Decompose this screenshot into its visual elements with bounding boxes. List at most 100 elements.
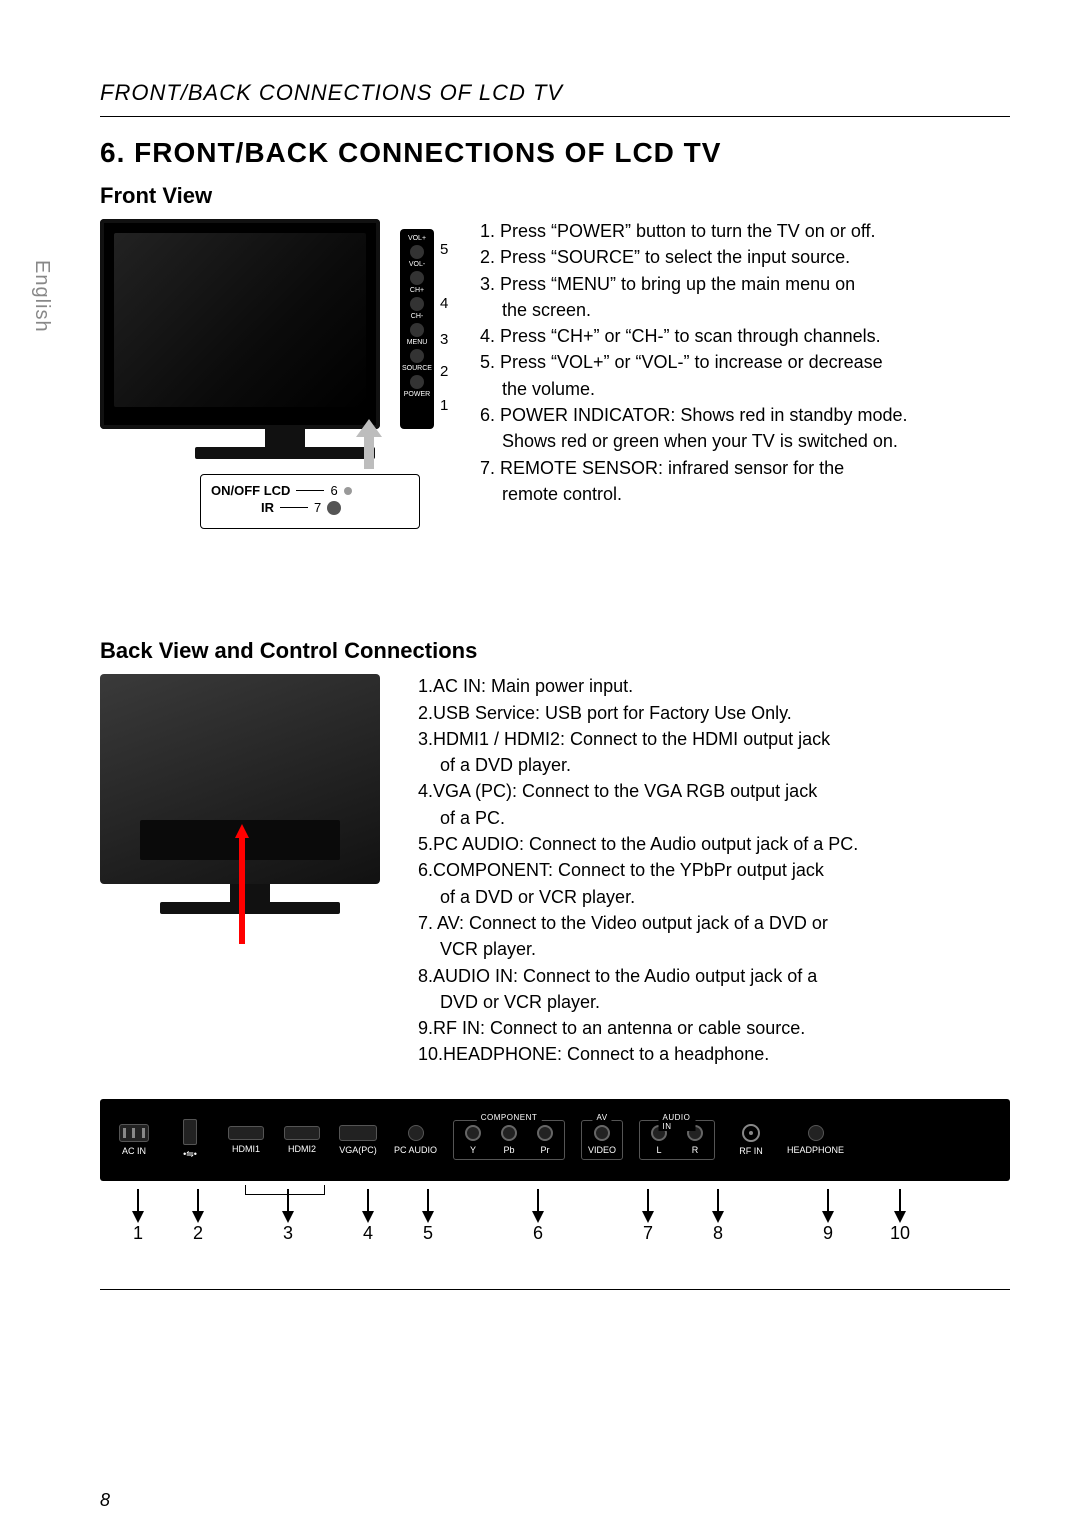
indicator-box: ON/OFF LCD 6 IR 7 bbox=[200, 474, 420, 529]
language-tab: English bbox=[30, 260, 53, 333]
connector-number: 10 bbox=[890, 1189, 910, 1244]
side-button-icon bbox=[410, 297, 424, 311]
callout-number: 1 bbox=[440, 397, 448, 414]
port-label: RF IN bbox=[739, 1146, 763, 1156]
instruction-line: 7. AV: Connect to the Video output jack … bbox=[418, 911, 1010, 935]
hdmi-port-icon bbox=[228, 1126, 264, 1140]
rca-icon bbox=[501, 1125, 517, 1141]
ac-socket-icon bbox=[119, 1124, 149, 1142]
vga-port-icon bbox=[339, 1125, 377, 1141]
instruction-line: 3. Press “MENU” to bring up the main men… bbox=[480, 272, 1010, 296]
instruction-line: remote control. bbox=[480, 482, 1010, 506]
connector-number: 9 bbox=[820, 1189, 836, 1244]
group-title: AUDIO IN bbox=[659, 1113, 696, 1131]
connector-number: 2 bbox=[190, 1189, 206, 1244]
instruction-line: of a DVD or VCR player. bbox=[418, 885, 1010, 909]
instruction-line: 6. POWER INDICATOR: Shows red in standby… bbox=[480, 403, 1010, 427]
ir-label: IR bbox=[261, 500, 274, 515]
page-content: FRONT/BACK CONNECTIONS OF LCD TV 6. FRON… bbox=[100, 80, 1010, 1467]
port-label: L bbox=[657, 1145, 662, 1155]
port-pr: Pr bbox=[532, 1125, 558, 1155]
page-number: 8 bbox=[100, 1490, 110, 1511]
port-label: R bbox=[692, 1145, 699, 1155]
port-label: Pb bbox=[504, 1145, 515, 1155]
led-dot-icon bbox=[344, 487, 352, 495]
instruction-line: of a DVD player. bbox=[418, 753, 1010, 777]
back-figure bbox=[100, 674, 400, 1068]
audio-jack-icon bbox=[408, 1125, 424, 1141]
connector-number: 7 bbox=[640, 1189, 656, 1244]
rca-icon bbox=[594, 1125, 610, 1141]
instruction-line: of a PC. bbox=[418, 806, 1010, 830]
connector-bar-area: AC IN •⇋• HDMI1 HDMI2 VGA(PC) PC AUDIO bbox=[100, 1099, 1010, 1249]
rca-icon bbox=[465, 1125, 481, 1141]
led-num: 6 bbox=[330, 483, 337, 498]
side-label: MENU bbox=[407, 339, 428, 347]
tv-side-button-panel: VOL+ VOL- CH+ CH- MENU SOURCE POWER bbox=[400, 229, 434, 429]
callout-number: 2 bbox=[440, 363, 448, 380]
port-label: HEADPHONE bbox=[787, 1145, 844, 1155]
ir-num: 7 bbox=[314, 500, 321, 515]
group-component: COMPONENT Y Pb Pr bbox=[453, 1120, 565, 1160]
port-label: HDMI2 bbox=[288, 1144, 316, 1154]
side-button-icon bbox=[410, 375, 424, 389]
instruction-line: 9.RF IN: Connect to an antenna or cable … bbox=[418, 1016, 1010, 1040]
group-audioin: AUDIO IN L R bbox=[639, 1120, 715, 1160]
instruction-line: 5. Press “VOL+” or “VOL-” to increase or… bbox=[480, 350, 1010, 374]
bottom-rule bbox=[100, 1289, 1010, 1290]
instruction-line: DVD or VCR player. bbox=[418, 990, 1010, 1014]
callout-number: 5 bbox=[440, 241, 448, 258]
side-label: SOURCE bbox=[402, 365, 432, 373]
instruction-line: 3.HDMI1 / HDMI2: Connect to the HDMI out… bbox=[418, 727, 1010, 751]
tv-front-illustration bbox=[100, 219, 380, 429]
top-rule bbox=[100, 116, 1010, 117]
side-label: VOL+ bbox=[408, 235, 426, 243]
port-hdmi2: HDMI2 bbox=[282, 1126, 322, 1154]
front-instructions: 1. Press “POWER” button to turn the TV o… bbox=[480, 219, 1010, 508]
port-pcaudio: PC AUDIO bbox=[394, 1125, 437, 1155]
back-view-heading: Back View and Control Connections bbox=[100, 638, 1010, 664]
port-pb: Pb bbox=[496, 1125, 522, 1155]
rca-icon bbox=[537, 1125, 553, 1141]
connector-number: 3 bbox=[280, 1189, 296, 1244]
port-rfin: RF IN bbox=[731, 1124, 771, 1156]
section-title: 6. FRONT/BACK CONNECTIONS OF LCD TV bbox=[100, 137, 1010, 169]
usb-port-icon bbox=[183, 1119, 197, 1145]
instruction-line: 6.COMPONENT: Connect to the YPbPr output… bbox=[418, 858, 1010, 882]
headphone-jack-icon bbox=[808, 1125, 824, 1141]
callout-number: 4 bbox=[440, 295, 448, 312]
port-hdmi1: HDMI1 bbox=[226, 1126, 266, 1154]
instruction-line: 4.VGA (PC): Connect to the VGA RGB outpu… bbox=[418, 779, 1010, 803]
instruction-line: 1.AC IN: Main power input. bbox=[418, 674, 1010, 698]
side-button-icon bbox=[410, 323, 424, 337]
connector-number: 4 bbox=[360, 1189, 376, 1244]
tv-stand-base bbox=[160, 902, 340, 914]
port-label: PC AUDIO bbox=[394, 1145, 437, 1155]
connector-bar: AC IN •⇋• HDMI1 HDMI2 VGA(PC) PC AUDIO bbox=[100, 1099, 1010, 1181]
port-label: VIDEO bbox=[588, 1145, 616, 1155]
side-button-icon bbox=[410, 271, 424, 285]
instruction-line: 1. Press “POWER” button to turn the TV o… bbox=[480, 219, 1010, 243]
instruction-line: 7. REMOTE SENSOR: infrared sensor for th… bbox=[480, 456, 1010, 480]
port-label: VGA(PC) bbox=[339, 1145, 377, 1155]
instruction-line: 8.AUDIO IN: Connect to the Audio output … bbox=[418, 964, 1010, 988]
back-view-row: 1.AC IN: Main power input. 2.USB Service:… bbox=[100, 674, 1010, 1068]
side-button-icon bbox=[410, 245, 424, 259]
instruction-line: Shows red or green when your TV is switc… bbox=[480, 429, 1010, 453]
instruction-line: VCR player. bbox=[418, 937, 1010, 961]
group-title: COMPONENT bbox=[477, 1113, 542, 1122]
side-label: CH+ bbox=[410, 287, 424, 295]
running-head: FRONT/BACK CONNECTIONS OF LCD TV bbox=[100, 80, 1010, 114]
front-view-heading: Front View bbox=[100, 183, 1010, 209]
led-label: ON/OFF LCD bbox=[211, 483, 290, 498]
hdmi-port-icon bbox=[284, 1126, 320, 1140]
connector-number: 5 bbox=[420, 1189, 436, 1244]
port-y: Y bbox=[460, 1125, 486, 1155]
tv-stand-base bbox=[195, 447, 375, 459]
port-label: •⇋• bbox=[183, 1149, 197, 1160]
side-label: POWER bbox=[404, 391, 430, 399]
instruction-line: 2.USB Service: USB port for Factory Use … bbox=[418, 701, 1010, 725]
up-arrow-icon bbox=[354, 419, 384, 469]
front-figure: VOL+ VOL- CH+ CH- MENU SOURCE POWER 5 4 … bbox=[100, 219, 470, 508]
instruction-line: the volume. bbox=[480, 377, 1010, 401]
